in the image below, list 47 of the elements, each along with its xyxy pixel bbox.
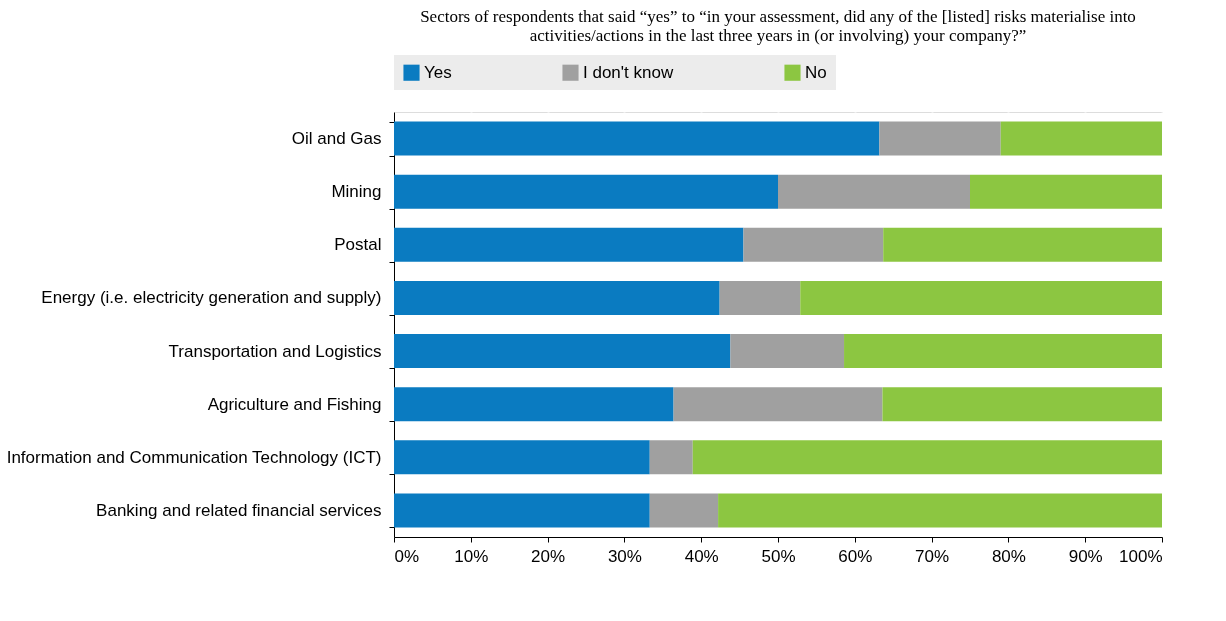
bar — [394, 121, 880, 156]
legend-label: I don't know — [583, 62, 674, 82]
y-tick-label: Postal — [334, 235, 382, 255]
bar — [718, 493, 1162, 528]
bar — [844, 334, 1162, 369]
bar — [719, 280, 801, 315]
bar — [649, 440, 693, 475]
bar — [394, 493, 650, 528]
y-tick-label: Energy (i.e. electricity generation and supply) — [41, 288, 382, 308]
bar — [394, 440, 650, 475]
x-tick-label: 30% — [607, 546, 642, 566]
bar — [730, 334, 845, 369]
x-tick-label: 40% — [684, 546, 719, 566]
bar — [883, 227, 1162, 262]
bar — [970, 174, 1162, 209]
y-tick-label: Banking and related financial services — [96, 500, 382, 520]
x-tick-label: 10% — [454, 546, 489, 566]
x-tick-label: 70% — [915, 546, 950, 566]
x-tick-label: 100% — [1119, 546, 1163, 566]
bar — [394, 227, 744, 262]
y-tick-label: Mining — [331, 182, 382, 202]
x-tick-label: 20% — [531, 546, 566, 566]
legend-label: No — [805, 62, 827, 82]
bar — [800, 280, 1162, 315]
x-tick-label: 90% — [1068, 546, 1103, 566]
bar — [394, 387, 674, 422]
bar — [778, 174, 970, 209]
bar — [673, 387, 883, 422]
bar — [882, 387, 1162, 422]
bar — [649, 493, 719, 528]
bar — [692, 440, 1162, 475]
y-tick-label: Oil and Gas — [291, 129, 382, 149]
x-tick-label: 80% — [991, 546, 1026, 566]
bar — [394, 174, 778, 209]
chart-title: Sectors of respondents that said “yes” to “in your assessment, did any of the [listed] risks materialise into activities/actions in the last three years in (or involving) your company?” — [420, 7, 1136, 45]
y-tick-label: Transportation and Logistics — [168, 341, 382, 361]
y-tick-label: Agriculture and Fishing — [207, 394, 382, 414]
bar — [743, 227, 884, 262]
bar — [394, 334, 731, 369]
legend-label: Yes — [424, 62, 452, 82]
bar — [1000, 121, 1162, 156]
bar — [879, 121, 1001, 156]
x-tick-label: 50% — [761, 546, 796, 566]
x-tick-label: 0% — [394, 546, 420, 566]
x-tick-label: 60% — [838, 546, 873, 566]
y-tick-label: Information and Communication Technology (ICT) — [6, 447, 382, 467]
bar — [394, 280, 720, 315]
